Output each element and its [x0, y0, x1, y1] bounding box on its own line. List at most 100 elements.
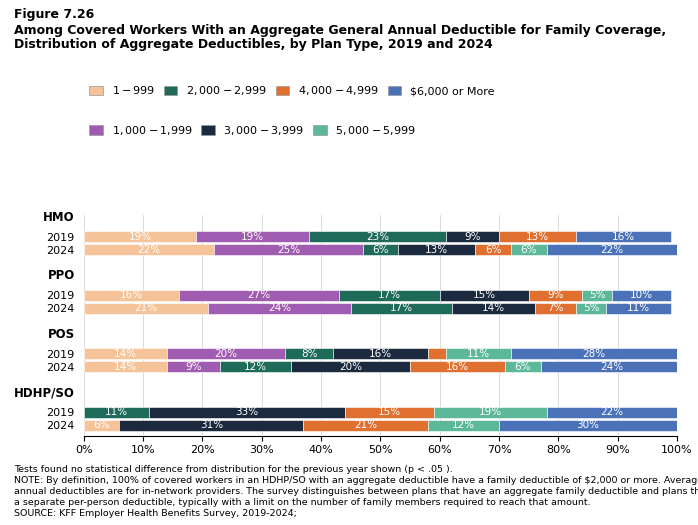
Bar: [528, 290, 582, 301]
Bar: [452, 303, 535, 314]
Bar: [84, 420, 119, 431]
Text: 16%: 16%: [446, 362, 469, 372]
Text: 16%: 16%: [119, 290, 143, 300]
Bar: [345, 407, 434, 418]
Text: 10%: 10%: [630, 290, 653, 300]
Text: HMO: HMO: [43, 211, 75, 224]
Bar: [197, 231, 309, 242]
Text: 21%: 21%: [135, 303, 158, 313]
Legend: $1,000 - $1,999, $3,000 - $3,999, $5,000 - $5,999: $1,000 - $1,999, $3,000 - $3,999, $5,000…: [89, 124, 416, 137]
Text: 25%: 25%: [277, 245, 300, 255]
Bar: [582, 290, 611, 301]
Bar: [84, 348, 167, 359]
Bar: [84, 290, 179, 301]
Text: POS: POS: [47, 328, 75, 341]
Bar: [547, 244, 677, 255]
Bar: [505, 361, 540, 372]
Text: 6%: 6%: [514, 362, 531, 372]
Bar: [606, 303, 671, 314]
Text: 7%: 7%: [547, 303, 564, 313]
Bar: [309, 231, 445, 242]
Bar: [445, 231, 499, 242]
Text: 15%: 15%: [473, 290, 496, 300]
Bar: [149, 407, 345, 418]
Bar: [511, 244, 547, 255]
Text: 12%: 12%: [244, 362, 267, 372]
Text: 9%: 9%: [464, 232, 481, 242]
Bar: [167, 348, 285, 359]
Text: a separate per-person deductible, typically with a limit on the number of family: a separate per-person deductible, typica…: [14, 498, 591, 507]
Bar: [363, 244, 398, 255]
Text: 17%: 17%: [378, 290, 401, 300]
Text: HDHP/SO: HDHP/SO: [14, 386, 75, 400]
Text: NOTE: By definition, 100% of covered workers in an HDHP/SO with an aggregate ded: NOTE: By definition, 100% of covered wor…: [14, 476, 698, 485]
Bar: [445, 348, 511, 359]
Text: 14%: 14%: [114, 362, 137, 372]
Text: 21%: 21%: [354, 421, 377, 430]
Text: 8%: 8%: [301, 349, 318, 359]
Text: 6%: 6%: [94, 421, 110, 430]
Bar: [214, 244, 363, 255]
Text: 28%: 28%: [582, 349, 606, 359]
Bar: [84, 231, 197, 242]
Text: 15%: 15%: [378, 407, 401, 417]
Text: Figure 7.26: Figure 7.26: [14, 8, 94, 21]
Bar: [428, 348, 445, 359]
Text: 24%: 24%: [600, 362, 623, 372]
Bar: [440, 290, 529, 301]
Text: 9%: 9%: [185, 362, 202, 372]
Bar: [410, 361, 505, 372]
Text: Distribution of Aggregate Deductibles, by Plan Type, 2019 and 2024: Distribution of Aggregate Deductibles, b…: [14, 38, 493, 51]
Text: 14%: 14%: [114, 349, 137, 359]
Text: 23%: 23%: [366, 232, 389, 242]
Bar: [208, 303, 350, 314]
Text: 13%: 13%: [526, 232, 549, 242]
Text: 30%: 30%: [577, 421, 600, 430]
Text: 19%: 19%: [479, 407, 502, 417]
Text: 6%: 6%: [372, 245, 389, 255]
Bar: [84, 303, 208, 314]
Text: 12%: 12%: [452, 421, 475, 430]
Text: Among Covered Workers With an Aggregate General Annual Deductible for Family Cov: Among Covered Workers With an Aggregate …: [14, 24, 666, 37]
Bar: [611, 290, 671, 301]
Text: 19%: 19%: [128, 232, 151, 242]
Text: 31%: 31%: [200, 421, 223, 430]
Text: 13%: 13%: [425, 245, 448, 255]
Bar: [511, 348, 677, 359]
Bar: [547, 407, 677, 418]
Text: 17%: 17%: [389, 303, 413, 313]
Bar: [84, 244, 214, 255]
Bar: [285, 348, 333, 359]
Bar: [428, 420, 499, 431]
Bar: [350, 303, 452, 314]
Text: 6%: 6%: [485, 245, 501, 255]
Text: 6%: 6%: [521, 245, 537, 255]
Text: SOURCE: KFF Employer Health Benefits Survey, 2019-2024;: SOURCE: KFF Employer Health Benefits Sur…: [14, 509, 297, 518]
Bar: [291, 361, 410, 372]
Text: 19%: 19%: [242, 232, 265, 242]
Text: 11%: 11%: [627, 303, 650, 313]
Text: 5%: 5%: [583, 303, 600, 313]
Text: 24%: 24%: [268, 303, 291, 313]
Text: annual deductibles are for in-network providers. The survey distinguishes betwee: annual deductibles are for in-network pr…: [14, 487, 698, 496]
Bar: [221, 361, 291, 372]
Text: 16%: 16%: [612, 232, 635, 242]
Bar: [499, 231, 576, 242]
Text: 27%: 27%: [247, 290, 270, 300]
Text: 20%: 20%: [339, 362, 362, 372]
Text: 22%: 22%: [600, 245, 623, 255]
Bar: [499, 420, 677, 431]
Text: Tests found no statistical difference from distribution for the previous year sh: Tests found no statistical difference fr…: [14, 465, 453, 474]
Text: 11%: 11%: [105, 407, 128, 417]
Text: PPO: PPO: [47, 269, 75, 282]
Bar: [398, 244, 475, 255]
Text: 22%: 22%: [600, 407, 623, 417]
Text: 33%: 33%: [235, 407, 258, 417]
Bar: [84, 407, 149, 418]
Bar: [576, 303, 606, 314]
Bar: [333, 348, 428, 359]
Bar: [84, 361, 167, 372]
Bar: [179, 290, 339, 301]
Bar: [339, 290, 440, 301]
Bar: [119, 420, 303, 431]
